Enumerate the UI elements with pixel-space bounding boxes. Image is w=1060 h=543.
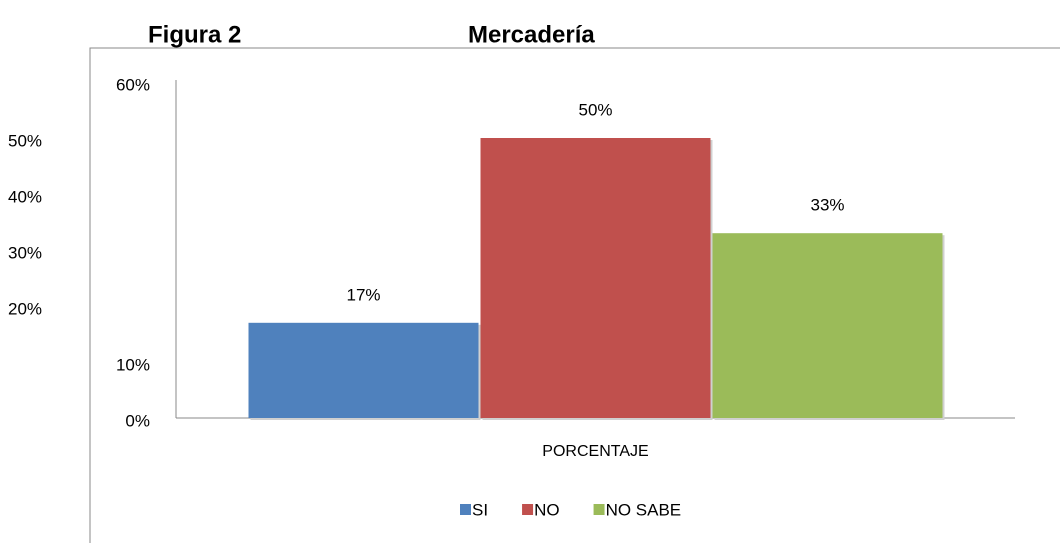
- bar: [248, 322, 479, 418]
- figure-label: Figura 2: [148, 21, 241, 48]
- legend-swatch: [522, 504, 534, 515]
- chart-border: [89, 47, 1060, 543]
- y-tick-label: 0%: [125, 411, 150, 430]
- legend-swatch: [593, 504, 605, 515]
- data-label: 50%: [578, 100, 612, 119]
- data-label: 17%: [346, 285, 380, 304]
- y-tick-label: 40%: [8, 187, 42, 206]
- x-tick-label: PORCENTAJE: [542, 443, 648, 460]
- legend-swatch: [460, 504, 471, 515]
- bar: [480, 138, 711, 418]
- y-tick-label: 50%: [8, 131, 42, 150]
- legend-label: SI: [472, 500, 488, 519]
- chart-title: Mercadería: [468, 21, 595, 48]
- legend-label: NO: [534, 500, 560, 519]
- y-tick-label: 10%: [116, 355, 150, 374]
- y-tick-label: 20%: [8, 299, 42, 318]
- legend-label: NO SABE: [606, 500, 682, 519]
- bar: [712, 233, 943, 418]
- data-label: 33%: [810, 196, 844, 215]
- y-tick-label: 60%: [116, 75, 150, 94]
- y-tick-label: 30%: [8, 243, 42, 262]
